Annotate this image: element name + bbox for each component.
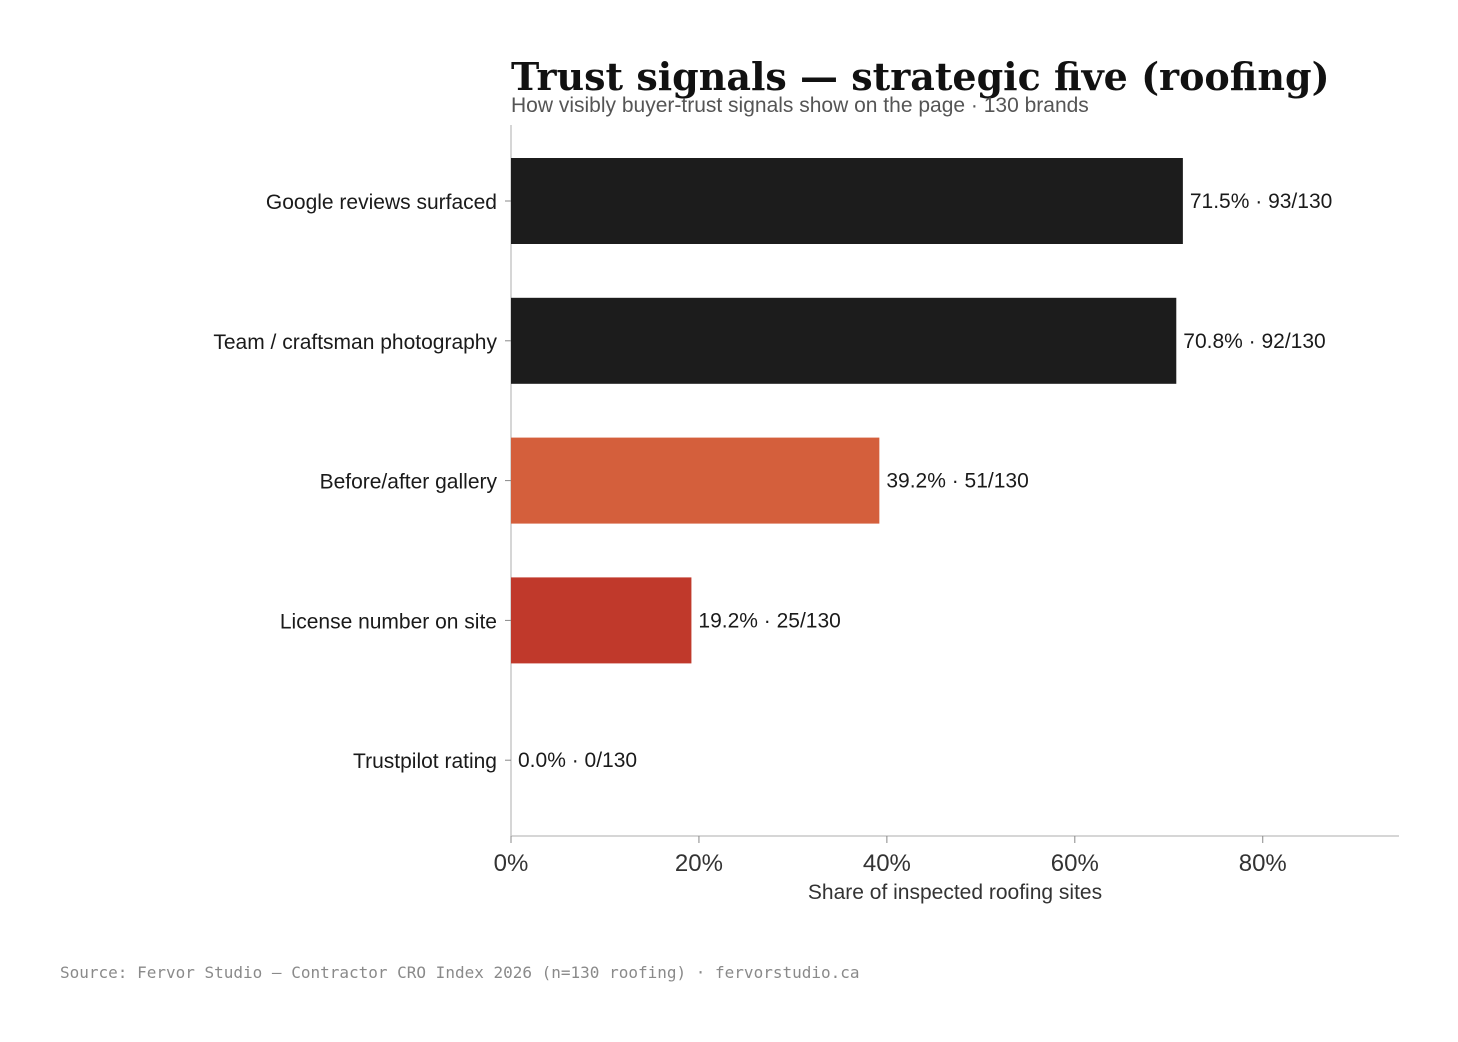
value-label-1: 71.5% · 93/130 <box>1190 190 1332 213</box>
category-label-2: Team / craftsman photography <box>213 331 497 354</box>
chart-title: Trust signals — strategic five (roofing) <box>511 54 1330 99</box>
value-label-5: 0.0% · 0/130 <box>518 749 637 772</box>
x-tick-label-5: 80% <box>1239 850 1287 877</box>
category-label-4: License number on site <box>280 610 497 633</box>
x-tick-label-4: 60% <box>1051 850 1099 877</box>
x-tick-label-1: 0% <box>494 850 529 877</box>
bar-3 <box>511 437 880 524</box>
bar-4 <box>511 577 692 664</box>
category-label-5: Trustpilot rating <box>353 750 497 773</box>
bar-1 <box>511 158 1183 244</box>
value-label-3: 39.2% · 51/130 <box>886 470 1028 493</box>
x-tick-label-3: 40% <box>863 850 911 877</box>
value-label-4: 19.2% · 25/130 <box>698 609 840 632</box>
x-axis-title: Share of inspected roofing sites <box>808 881 1102 904</box>
plot-area: Google reviews surfaced 71.5% · 93/130 Tea… <box>213 125 1399 877</box>
value-label-2: 70.8% · 92/130 <box>1183 330 1325 353</box>
chart-subtitle: How visibly buyer-trust signals show on … <box>511 94 1089 117</box>
bar-2 <box>511 297 1177 384</box>
category-label-3: Before/after gallery <box>320 471 498 494</box>
category-label-1: Google reviews surfaced <box>266 191 497 214</box>
source-note: Source: Fervor Studio — Contractor CRO I… <box>60 963 860 982</box>
x-tick-label-2: 20% <box>675 850 723 877</box>
